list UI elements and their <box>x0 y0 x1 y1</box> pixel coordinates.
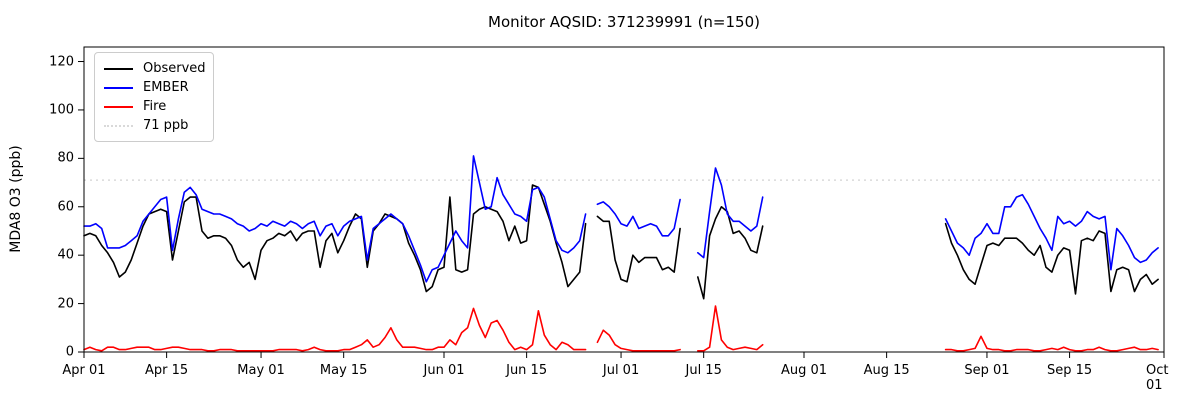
threshold-line-sample <box>104 124 133 127</box>
legend-item-threshold: 71 ppb <box>104 116 203 135</box>
y-tick-label: 100 <box>49 102 74 118</box>
observed-line-sample <box>104 67 133 70</box>
observed-series-segment-2 <box>596 215 681 283</box>
x-tick-label: May 01 <box>237 363 285 378</box>
x-tick-label: Jun 01 <box>423 363 465 378</box>
legend-label: 71 ppb <box>143 118 189 133</box>
x-tick-label: Jul 15 <box>685 363 722 378</box>
observed-series-segment-4 <box>944 222 1159 295</box>
observed-series-segment-3 <box>696 206 764 300</box>
x-tick-label: Oct 01 <box>1146 363 1169 393</box>
fire-series-segment-2 <box>596 329 681 352</box>
x-tick-label: Sep 01 <box>964 363 1010 378</box>
y-tick-label: 120 <box>49 54 74 70</box>
legend-item-fire: Fire <box>104 97 203 116</box>
fire-series-segment-4 <box>944 335 1159 352</box>
x-tick-label: Apr 15 <box>145 363 189 378</box>
plot-border <box>83 46 1165 353</box>
y-tick-label: 80 <box>57 150 74 166</box>
x-tick-label: Jun 15 <box>506 363 548 378</box>
ember-series-segment-3 <box>696 167 764 259</box>
legend-label: EMBER <box>143 80 189 95</box>
x-tick-label: May 15 <box>319 363 368 378</box>
x-tick-label: Aug 01 <box>780 363 828 378</box>
ember-line-sample <box>104 86 133 89</box>
legend-label: Observed <box>143 61 206 76</box>
x-tick-label: Sep 15 <box>1046 363 1093 378</box>
ember-series-segment-1 <box>83 155 587 283</box>
fire-series-segment-1 <box>83 307 587 352</box>
legend-label: Fire <box>143 99 167 114</box>
y-tick-label: 0 <box>65 344 74 360</box>
chart-title: Monitor AQSID: 371239991 (n=150) <box>488 13 760 31</box>
legend-item-observed: Observed <box>104 59 206 78</box>
y-tick-label: 40 <box>57 247 74 263</box>
observed-series-segment-1 <box>83 184 587 293</box>
chart-legend: Observed EMBER Fire 71 ppb <box>94 52 214 142</box>
fire-line-sample <box>104 105 133 108</box>
x-tick-label: Aug 15 <box>863 363 910 378</box>
fire-series-segment-3 <box>696 305 764 352</box>
x-tick-label: Apr 01 <box>62 363 106 378</box>
y-tick-label: 60 <box>57 199 74 215</box>
ember-series-segment-4 <box>944 193 1159 271</box>
legend-item-ember: EMBER <box>104 78 203 97</box>
x-tick-label: Jul 01 <box>602 363 640 378</box>
y-tick-label: 20 <box>57 296 74 312</box>
ember-series-segment-2 <box>596 198 681 237</box>
